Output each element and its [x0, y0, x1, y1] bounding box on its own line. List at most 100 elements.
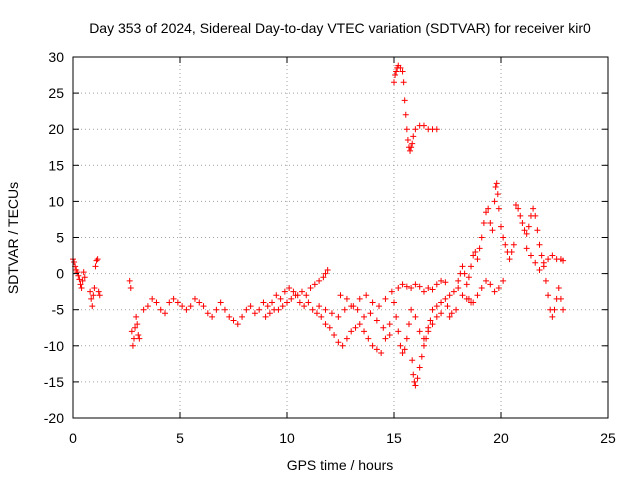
data-point	[517, 212, 524, 219]
x-tick-label: 10	[279, 430, 295, 446]
data-point	[491, 198, 498, 205]
data-point	[536, 266, 543, 273]
data-point	[523, 245, 530, 252]
y-tick-label: 30	[48, 49, 64, 65]
data-point	[273, 292, 280, 299]
data-point	[391, 79, 397, 86]
data-point	[465, 295, 472, 302]
data-point	[399, 281, 406, 288]
data-point	[80, 269, 87, 276]
data-point	[89, 303, 96, 310]
data-point	[166, 299, 173, 306]
data-point	[478, 285, 485, 292]
data-point	[378, 350, 385, 357]
data-point	[414, 375, 421, 382]
data-point	[429, 286, 436, 293]
data-point	[453, 306, 460, 313]
data-point	[489, 227, 496, 234]
data-point	[455, 285, 462, 292]
data-point	[260, 299, 267, 306]
data-point	[408, 306, 415, 313]
data-point	[367, 310, 374, 317]
data-point	[551, 306, 558, 313]
data-point	[399, 68, 406, 75]
data-point	[78, 285, 85, 292]
data-point	[191, 295, 198, 302]
data-point	[401, 97, 408, 104]
data-point	[502, 241, 509, 248]
data-point	[492, 183, 499, 190]
data-point	[266, 310, 273, 317]
data-point	[363, 292, 370, 299]
y-axis-label: SDTVAR / TECUs	[5, 182, 21, 294]
data-point	[403, 283, 410, 290]
data-point	[95, 288, 102, 295]
data-point	[494, 191, 501, 198]
data-point	[510, 241, 517, 248]
y-tick-label: -15	[44, 374, 64, 390]
data-point	[433, 281, 440, 288]
data-point	[549, 313, 556, 320]
data-point	[217, 299, 224, 306]
data-point	[407, 147, 414, 154]
data-point	[136, 335, 143, 342]
data-point	[536, 241, 543, 248]
data-point	[555, 285, 562, 292]
data-point	[433, 126, 440, 133]
y-tick-label: 25	[48, 85, 64, 101]
data-point	[410, 371, 417, 378]
data-point	[506, 256, 513, 263]
data-point	[196, 299, 203, 306]
data-point	[335, 313, 342, 320]
data-point	[474, 292, 481, 299]
data-point	[532, 259, 539, 266]
data-point	[498, 223, 504, 230]
data-point	[76, 276, 83, 283]
y-tick-label: -20	[44, 410, 64, 426]
data-point	[341, 306, 348, 313]
data-point	[209, 313, 216, 320]
data-point	[134, 321, 141, 328]
data-point	[538, 252, 545, 259]
data-point	[247, 303, 254, 310]
data-point	[316, 277, 323, 284]
data-point	[444, 303, 451, 310]
data-point	[530, 205, 537, 212]
data-point	[200, 303, 207, 310]
data-point	[350, 303, 357, 310]
x-tick-label: 20	[493, 430, 509, 446]
data-point	[140, 306, 147, 313]
data-point	[251, 310, 258, 317]
data-point	[128, 328, 135, 335]
data-point	[429, 321, 436, 328]
data-point	[284, 299, 290, 306]
data-point	[429, 306, 436, 313]
data-point	[483, 209, 490, 216]
data-point	[403, 126, 410, 133]
data-point	[380, 324, 387, 331]
y-tick-label: 0	[56, 266, 64, 282]
data-point	[243, 306, 250, 313]
data-point	[487, 281, 494, 288]
data-point	[79, 277, 86, 284]
y-tick-label: -5	[52, 302, 65, 318]
data-point	[277, 295, 284, 302]
data-point	[292, 292, 299, 299]
data-point	[213, 306, 220, 313]
data-point	[335, 339, 342, 346]
data-point	[129, 342, 136, 349]
data-point	[560, 257, 567, 264]
data-point	[472, 248, 479, 255]
data-point	[392, 72, 399, 79]
data-point	[132, 324, 139, 331]
data-point	[438, 310, 445, 317]
data-point	[410, 133, 417, 140]
data-point	[301, 303, 308, 310]
data-point	[130, 335, 137, 342]
data-point	[234, 321, 241, 328]
data-point	[442, 295, 449, 302]
x-tick-labels: 0 5 10 15 20 25	[69, 430, 616, 446]
chart-title: Day 353 of 2024, Sidereal Day-to-day VTE…	[89, 20, 591, 36]
data-point	[170, 295, 177, 302]
data-point	[361, 328, 368, 335]
